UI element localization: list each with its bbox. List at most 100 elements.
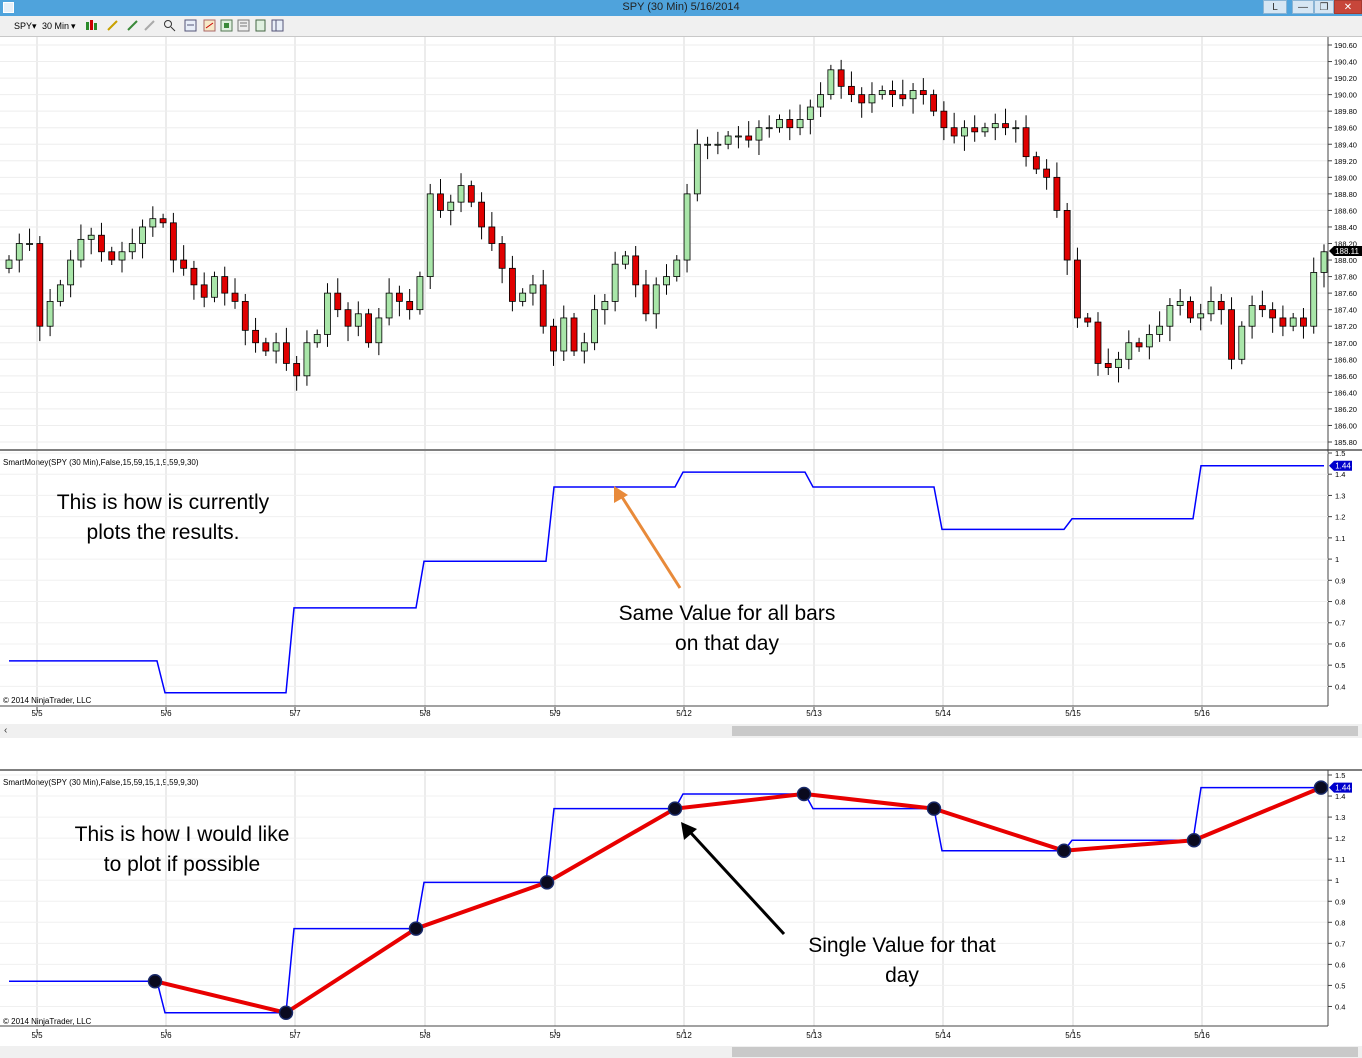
candle <box>180 259 188 269</box>
copyright-label: © 2014 NinjaTrader, LLC <box>3 1017 92 1026</box>
candle <box>221 276 229 294</box>
candle <box>488 226 496 244</box>
candle <box>159 218 167 224</box>
candle <box>26 243 33 245</box>
indicator-axis: 1.5 1.4 1.3 1.2 1.1 1 0.9 0.8 0.7 0.6 0.5 0.4 <box>1328 449 1345 691</box>
indicator-tick-label: 0.6 <box>1335 640 1345 649</box>
desired-indicator-panel[interactable]: SmartMoney(SPY (30 Min),False,15,59,15,1… <box>0 738 1362 1046</box>
candle <box>406 300 414 311</box>
candle <box>519 292 527 302</box>
last-price-label: 188.11 <box>1335 247 1359 256</box>
price-tick-label: 185.80 <box>1334 438 1357 447</box>
interval-dropdown-icon[interactable]: ▾ <box>71 21 76 31</box>
indicator-value-label: 1.44 <box>1335 784 1351 793</box>
price-tick-label: 186.80 <box>1334 355 1357 364</box>
candle <box>437 193 444 211</box>
candle <box>447 201 455 211</box>
indicator-tick-label: 1.5 <box>1335 771 1345 780</box>
candle <box>354 313 362 327</box>
main-chart[interactable]: 190.60 190.40 190.20 190.00 189.80 189.60 189.… <box>0 37 1362 723</box>
candle <box>1187 300 1194 319</box>
indicator-value-marker: 1.44 <box>1329 782 1352 793</box>
candle <box>652 284 660 315</box>
indicator-tick-label: 1 <box>1335 876 1339 885</box>
scrollbar-thumb[interactable] <box>732 1047 1358 1057</box>
indicator-tick-label: 1.5 <box>1335 449 1345 458</box>
smartmoney-step-line <box>9 786 1324 1014</box>
zoom-icon[interactable] <box>163 19 176 32</box>
horizontal-scrollbar-2[interactable] <box>0 1046 1362 1058</box>
scrollbar-thumb[interactable] <box>732 726 1358 736</box>
price-tick-label: 187.00 <box>1334 339 1357 348</box>
indicator-tick-label: 0.4 <box>1335 682 1345 691</box>
time-axis: 5/5 5/6 5/7 5/8 5/9 5/12 5/13 5/14 5/15 5/16 <box>31 1029 1210 1040</box>
horizontal-scrollbar[interactable]: ‹ <box>0 724 1362 738</box>
window-title: SPY (30 Min) 5/16/2014 <box>622 1 740 13</box>
orange-arrow <box>614 486 682 589</box>
candle <box>981 127 989 133</box>
candle <box>940 110 948 129</box>
daily-value-dot <box>667 801 683 816</box>
annotation-current-line2: plots the results. <box>87 521 240 544</box>
close-button[interactable]: ✕ <box>1334 0 1362 14</box>
candle <box>282 342 290 364</box>
annotation-same-value-line2: on that day <box>675 632 779 655</box>
price-tick-label: 188.60 <box>1334 206 1357 215</box>
candle <box>1084 317 1092 323</box>
indicator-tick-label: 0.7 <box>1335 619 1345 628</box>
candle <box>108 251 116 261</box>
remove-drawings-icon[interactable] <box>143 19 156 32</box>
candle <box>1156 325 1164 335</box>
indicator-label: SmartMoney(SPY (30 Min),False,15,59,15,1… <box>3 458 199 467</box>
candle <box>755 127 763 141</box>
instrument-selector[interactable]: SPY <box>14 21 33 31</box>
candle <box>303 342 311 377</box>
properties-icon[interactable] <box>237 19 250 32</box>
restore-button[interactable]: ❐ <box>1314 0 1334 14</box>
indicator-tick-label: 0.8 <box>1335 918 1345 927</box>
stay-in-draw-mode-icon[interactable] <box>126 19 139 32</box>
candle <box>611 263 619 302</box>
indicator-tick-label: 1 <box>1335 555 1339 564</box>
daily-value-line <box>154 785 1322 1015</box>
chart-trader-icon[interactable] <box>271 19 284 32</box>
candle <box>1248 305 1256 327</box>
price-tick-label: 190.40 <box>1334 58 1357 67</box>
daily-value-dot <box>1056 843 1072 859</box>
daily-value-dot <box>1313 780 1329 795</box>
candle <box>714 143 722 146</box>
candle <box>5 259 13 269</box>
minimize-button[interactable]: — <box>1292 0 1314 14</box>
candle <box>858 94 866 104</box>
candle <box>252 329 259 344</box>
candle <box>1145 334 1153 348</box>
link-button[interactable]: L <box>1263 0 1287 14</box>
data-box-icon[interactable] <box>254 19 267 32</box>
date-tick-label: 5/12 <box>676 1031 692 1040</box>
candle <box>375 317 383 344</box>
daily-value-dot <box>408 921 424 936</box>
price-tick-label: 189.20 <box>1334 157 1357 166</box>
zoom-out-icon[interactable] <box>184 19 197 32</box>
candle <box>344 309 352 327</box>
price-tick-label: 187.60 <box>1334 289 1357 298</box>
bar-type-icon[interactable] <box>85 19 98 32</box>
scroll-left-icon[interactable]: ‹ <box>4 725 8 736</box>
indicator-tick-label: 0.6 <box>1335 960 1345 969</box>
candle <box>1094 321 1102 364</box>
instrument-dropdown-icon[interactable]: ▾ <box>32 21 37 31</box>
date-tick-label: 5/16 <box>1194 709 1210 718</box>
candle <box>1135 342 1143 348</box>
price-tick-label: 187.20 <box>1334 322 1357 331</box>
drawing-tool-icon[interactable] <box>106 19 119 32</box>
strategies-icon[interactable] <box>220 19 233 32</box>
interval-selector[interactable]: 30 Min <box>42 21 70 31</box>
candle <box>776 119 783 129</box>
date-tick-label: 5/9 <box>549 709 561 718</box>
indicators-icon[interactable] <box>203 19 216 32</box>
candle <box>467 185 475 203</box>
date-tick-label: 5/15 <box>1065 709 1081 718</box>
price-tick-label: 190.20 <box>1334 74 1357 83</box>
app-icon[interactable] <box>3 2 14 13</box>
indicator-tick-label: 1.4 <box>1335 792 1345 801</box>
